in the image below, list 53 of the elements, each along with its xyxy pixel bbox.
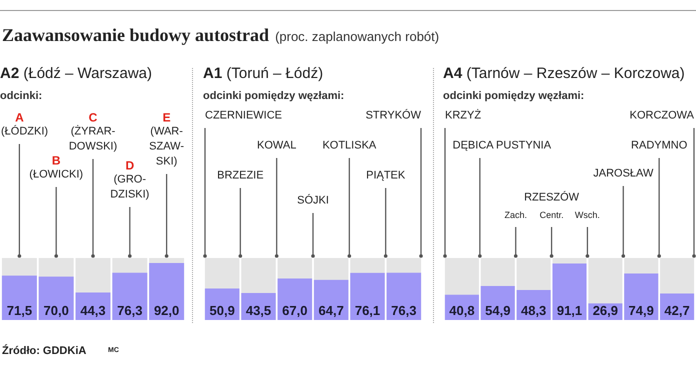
text: RADYMNO [631,140,688,152]
chart-subtitle: odcinki pomiędzy węzłami: [203,90,344,102]
text: (ŻYRAR- DOWSKI) [68,124,118,153]
data-label: 54,9 [485,303,510,318]
data-label: 50,9 [210,303,235,318]
text: KRZYŻ [445,108,482,122]
text: Zach. [504,210,527,220]
category-label: D [125,158,134,172]
category-label: B [52,153,61,168]
text: KOTLISKA [322,140,377,152]
data-label: 76,1 [354,303,380,318]
category-label: C [88,110,98,124]
text: (GRO- DZISKI) [110,174,150,201]
text: STRYKÓW [366,108,422,122]
data-label: 42,7 [664,303,690,318]
data-label: 67,0 [282,303,308,318]
data-label: 70,0 [44,303,69,318]
text: (WAR- SZAW- SKI) [149,126,184,168]
data-label: 44,3 [80,303,106,318]
data-label: 26,9 [592,303,618,318]
data-label: 92,0 [154,303,180,318]
data-label: 76,3 [117,303,142,318]
chart-title: A4 (Tarnów – Rzeszów – Korczowa) [443,65,685,82]
data-label: 64,7 [318,303,344,318]
data-label: 43,5 [246,303,272,318]
text: DĘBICA PUSTYNIA [452,140,552,152]
text: KOWAL [257,140,296,152]
chart-subtitle: odcinki pomiędzy węzłami: [443,90,584,102]
text: Zaawansowanie budowy autostrad [2,25,270,46]
data-label: 40,8 [449,303,475,318]
text: SÓJKI [297,194,329,207]
text: Wsch. [574,210,600,220]
text: (ŁOWICKI) [29,168,84,181]
chart-title: A1 (Toruń – Łódź) [203,65,324,82]
text: JAROSŁAW [593,168,654,180]
text: PIĄTEK [366,170,406,182]
text: KORCZOWA [630,110,695,122]
text: (ŁÓDZKI) [0,124,48,138]
text: Źródło: GDDKiA [2,345,86,357]
data-label: 91,1 [556,303,582,318]
text: Centr. [540,210,564,220]
chart-title: A2 (Łódź – Warszawa) [0,65,152,82]
data-label: 48,3 [520,303,546,318]
text: RZESZÓW [524,190,580,204]
data-label: 71,5 [6,303,32,318]
category-label: E [162,110,171,124]
chart-subtitle: odcinki: [0,90,42,102]
category-label: A [15,110,24,124]
data-label: 74,9 [628,303,654,318]
text: CZERNIEWICE [205,110,282,122]
text: (proc. zaplanowanych robót) [275,29,440,44]
data-label: 76,3 [391,303,416,318]
text: BRZEZIE [217,170,264,182]
